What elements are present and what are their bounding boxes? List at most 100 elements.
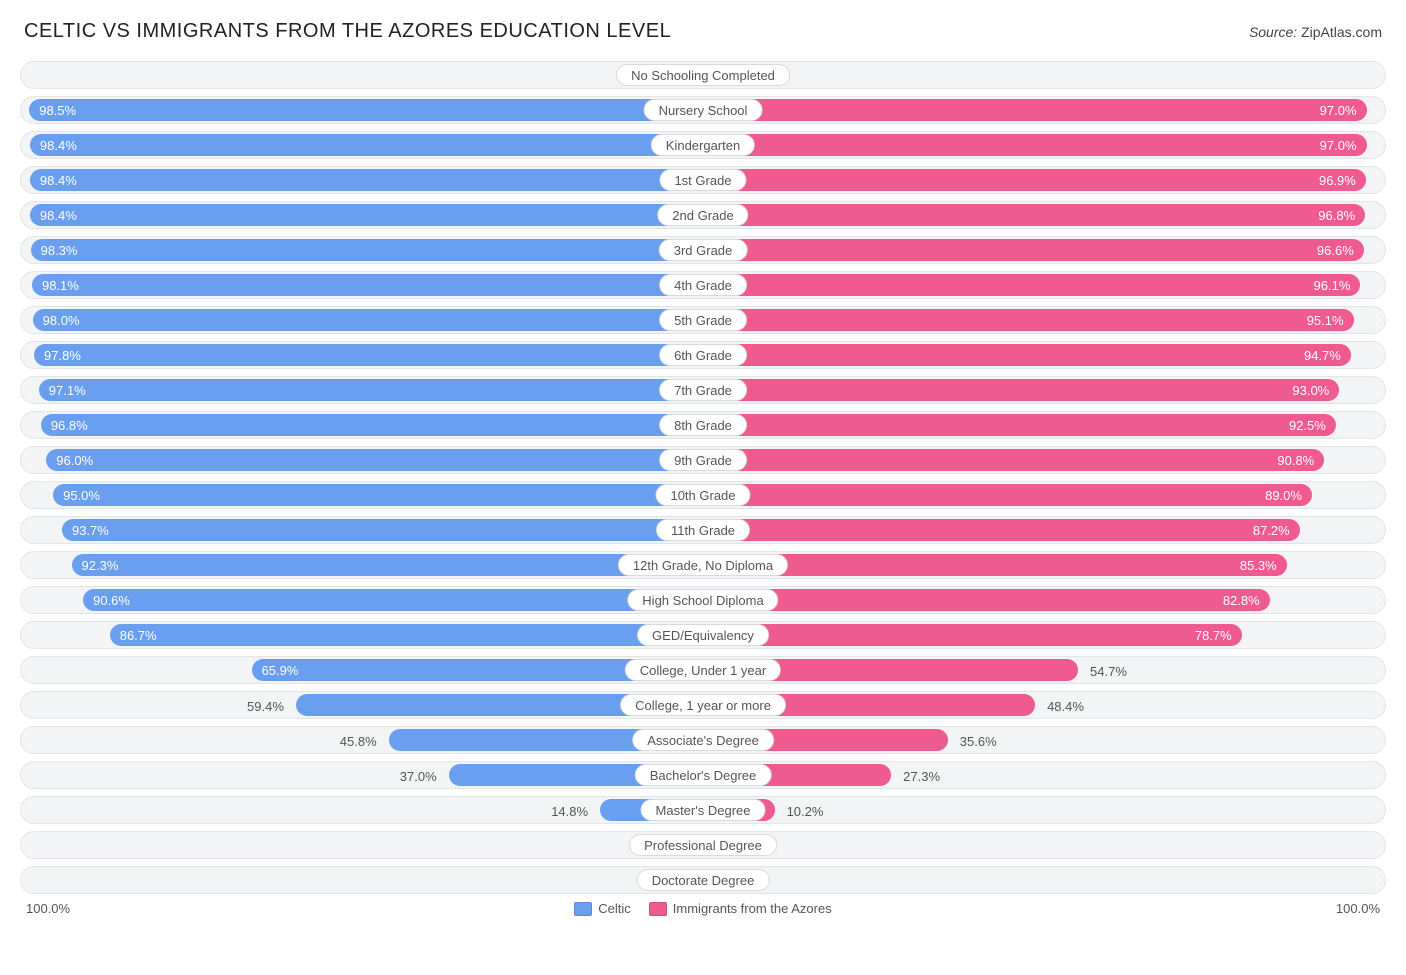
chart-title: CELTIC VS IMMIGRANTS FROM THE AZORES EDU… — [24, 20, 671, 43]
bar-value-right: 89.0% — [1265, 488, 1302, 503]
bar-value-right: 97.0% — [1320, 138, 1357, 153]
chart-row: 95.0%89.0%10th Grade — [20, 481, 1386, 509]
bar-value-right: 97.0% — [1320, 103, 1357, 118]
bar-value-left: 98.1% — [42, 278, 79, 293]
bar-value-right: 48.4% — [1039, 692, 1084, 720]
bar-value-left: 90.6% — [93, 593, 130, 608]
legend-item-right: Immigrants from the Azores — [649, 901, 832, 916]
bar-value-right: 96.6% — [1317, 243, 1354, 258]
bar-value-left: 86.7% — [120, 628, 157, 643]
category-label: Doctorate Degree — [637, 869, 770, 891]
chart-row: 59.4% 48.4% College, 1 year or more — [20, 691, 1386, 719]
chart-row: 65.9% 54.7% College, Under 1 year — [20, 656, 1386, 684]
category-label: GED/Equivalency — [637, 624, 769, 646]
bar-left: 93.7% — [62, 519, 701, 541]
legend-swatch-right — [649, 902, 667, 916]
legend-swatch-left — [574, 902, 592, 916]
category-label: 11th Grade — [656, 519, 750, 541]
bar-value-right: 96.9% — [1319, 173, 1356, 188]
bar-value-right: 87.2% — [1253, 523, 1290, 538]
bar-right: 89.0% — [705, 484, 1312, 506]
bar-left: 98.4% — [30, 134, 701, 156]
chart-row: 96.0%90.8%9th Grade — [20, 446, 1386, 474]
bar-value-right: 54.7% — [1082, 657, 1127, 685]
category-label: 7th Grade — [659, 379, 747, 401]
bar-right: 95.1% — [705, 309, 1354, 331]
chart-row: 1.9%1.4%Doctorate Degree — [20, 866, 1386, 894]
bar-value-left: 59.4% — [247, 692, 292, 720]
bar-left: 92.3% — [72, 554, 701, 576]
bar-value-right: 95.1% — [1307, 313, 1344, 328]
bar-value-right: 90.8% — [1277, 453, 1314, 468]
category-label: 8th Grade — [659, 414, 747, 436]
chart-row: 93.7% 87.2% 11th Grade — [20, 516, 1386, 544]
bar-value-right: 92.5% — [1289, 418, 1326, 433]
category-label: Master's Degree — [641, 799, 766, 821]
bar-value-right: 85.3% — [1240, 558, 1277, 573]
bar-value-right: 82.8% — [1223, 593, 1260, 608]
bar-value-right: 27.3% — [895, 762, 940, 790]
bar-right: 96.9% — [705, 169, 1366, 191]
bar-right: 93.0% — [705, 379, 1339, 401]
bar-value-left: 98.4% — [40, 173, 77, 188]
bar-right: 97.0% — [705, 134, 1367, 156]
chart-source: Source: ZipAtlas.com — [1249, 24, 1382, 40]
bar-left: 98.4% — [30, 169, 701, 191]
bar-left: 97.1% — [39, 379, 701, 401]
bar-value-left: 45.8% — [340, 727, 385, 755]
category-label: Associate's Degree — [632, 729, 774, 751]
chart-row: 1.6%3.0%No Schooling Completed — [20, 61, 1386, 89]
category-label: No Schooling Completed — [616, 64, 790, 86]
chart-row: 98.5%97.0%Nursery School — [20, 96, 1386, 124]
bar-left: 98.4% — [30, 204, 701, 226]
category-label: 2nd Grade — [657, 204, 748, 226]
legend-label-right: Immigrants from the Azores — [673, 901, 832, 916]
category-label: Nursery School — [644, 99, 763, 121]
bar-value-left: 98.4% — [40, 208, 77, 223]
chart-row: 14.8%10.2%Master's Degree — [20, 796, 1386, 824]
bar-value-left: 98.0% — [43, 313, 80, 328]
legend: Celtic Immigrants from the Azores — [574, 901, 831, 916]
bar-left: 95.0% — [53, 484, 701, 506]
bar-left: 96.8% — [41, 414, 701, 436]
bar-right: 96.8% — [705, 204, 1365, 226]
bar-right: 94.7% — [705, 344, 1351, 366]
bar-left: 98.3% — [31, 239, 701, 261]
chart-row: 97.1% 93.0% 7th Grade — [20, 376, 1386, 404]
source-value: ZipAtlas.com — [1301, 24, 1382, 40]
category-label: 12th Grade, No Diploma — [618, 554, 788, 576]
bar-value-right: 78.7% — [1195, 628, 1232, 643]
category-label: 6th Grade — [659, 344, 747, 366]
category-label: 5th Grade — [659, 309, 747, 331]
category-label: 1st Grade — [659, 169, 746, 191]
bar-value-left: 37.0% — [400, 762, 445, 790]
chart-footer: 100.0% Celtic Immigrants from the Azores… — [20, 901, 1386, 916]
legend-label-left: Celtic — [598, 901, 631, 916]
bar-value-left: 93.7% — [72, 523, 109, 538]
chart-row: 98.4% 96.8%2nd Grade — [20, 201, 1386, 229]
category-label: 3rd Grade — [659, 239, 748, 261]
bar-right: 87.2% — [705, 519, 1300, 541]
chart-row: 98.1%96.1%4th Grade — [20, 271, 1386, 299]
bar-left: 96.0% — [46, 449, 701, 471]
chart-row: 37.0%27.3%Bachelor's Degree — [20, 761, 1386, 789]
chart-row: 98.4% 96.9% 1st Grade — [20, 166, 1386, 194]
category-label: Professional Degree — [629, 834, 777, 856]
bar-value-left: 14.8% — [551, 797, 596, 825]
category-label: College, 1 year or more — [620, 694, 786, 716]
chart-row: 90.6%82.8%High School Diploma — [20, 586, 1386, 614]
chart-header: CELTIC VS IMMIGRANTS FROM THE AZORES EDU… — [20, 20, 1386, 43]
bar-left: 97.8% — [34, 344, 701, 366]
axis-right-max: 100.0% — [1336, 901, 1380, 916]
bar-value-right: 93.0% — [1292, 383, 1329, 398]
chart-row: 98.0% 95.1% 5th Grade — [20, 306, 1386, 334]
bar-value-left: 98.3% — [41, 243, 78, 258]
bar-value-left: 65.9% — [262, 663, 299, 678]
bar-value-left: 97.1% — [49, 383, 86, 398]
bar-value-right: 35.6% — [952, 727, 997, 755]
bar-right: 85.3% — [705, 554, 1287, 576]
category-label: College, Under 1 year — [625, 659, 781, 681]
bar-value-left: 96.0% — [56, 453, 93, 468]
chart-row: 97.8%94.7%6th Grade — [20, 341, 1386, 369]
chart-row: 98.3% 96.6% 3rd Grade — [20, 236, 1386, 264]
